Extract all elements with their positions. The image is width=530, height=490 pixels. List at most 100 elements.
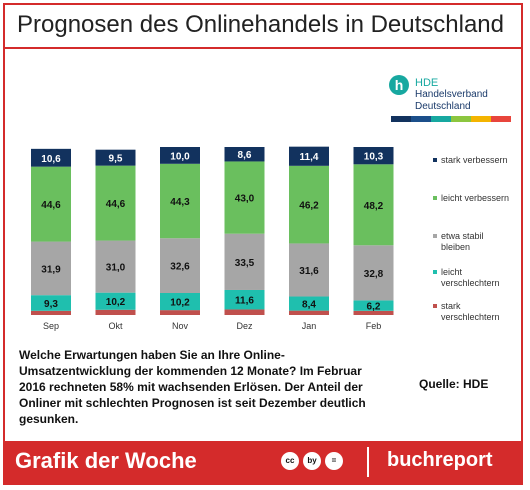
data-label-nov-3: 44,3 [170,197,190,208]
bar-segment-sep-2 [31,241,71,296]
data-label-jan-4: 11,4 [300,152,319,163]
legend-label-line: leicht [441,267,463,277]
x-tick-label: Feb [366,321,382,331]
bar-segment-dez-3 [224,161,265,234]
data-label-dez-3: 43,0 [235,194,255,205]
bar-segment-feb-0 [353,310,394,315]
x-tick-label: Okt [108,321,123,331]
footer-divider [367,447,369,477]
data-label-nov-1: 10,2 [170,298,190,309]
logo-color-stripe [391,116,511,122]
bar-segment-nov-4 [160,147,200,164]
data-label-feb-1: 6,2 [367,302,381,313]
by-icon[interactable]: by [303,452,321,470]
stripe-segment-5 [491,116,511,122]
bar-segment-nov-3 [160,163,200,239]
data-label-jan-3: 46,2 [299,201,319,212]
data-label-sep-4: 10,6 [41,154,61,165]
data-label-jan-1: 8,4 [302,300,316,311]
legend-label-line: verschlechtern [441,312,500,322]
legend-label-line: leicht verbessern [441,193,509,203]
bar-segment-feb-1 [353,300,394,311]
bar-segment-nov-1 [160,292,200,311]
data-label-sep-2: 31,9 [41,264,61,275]
bar-segment-dez-2 [224,233,265,290]
data-label-feb-3: 48,2 [364,201,384,212]
stripe-segment-1 [411,116,431,122]
data-label-dez-2: 33,5 [235,258,255,269]
hde-logo-line3: Deutschland [415,101,471,112]
bar-segment-sep-1 [31,295,71,311]
legend-label-2: etwa stabil bleiben [441,231,484,252]
x-tick-label: Jan [302,321,317,331]
bar-segment-sep-0 [31,310,71,315]
bar-segment-jan-0 [289,310,329,315]
bar-segment-nov-2 [160,238,200,293]
legend-label-0: stark verbessern [441,155,508,165]
bar-segment-sep-4 [31,148,71,167]
stripe-segment-4 [471,116,491,122]
data-label-nov-2: 32,6 [170,262,190,273]
license-icons: cc by = [281,452,343,470]
footer-title: Grafik der Woche [15,448,197,473]
bar-segment-dez-0 [224,309,265,315]
x-tick-label: Dez [236,321,253,331]
data-label-sep-3: 44,6 [41,200,61,211]
legend-swatch-2 [433,234,437,238]
title-divider [5,47,521,49]
x-tick-label: Nov [172,321,189,331]
data-label-dez-1: 11,6 [235,296,254,307]
bar-segment-okt-0 [95,309,136,315]
infographic-frame: Prognosen des Onlinehandels in Deutschla… [3,3,523,485]
bar-segment-okt-2 [95,240,136,293]
bar-segment-nov-0 [160,310,200,315]
bar-segment-feb-3 [353,164,394,246]
data-label-feb-2: 32,8 [364,269,384,280]
page-title: Prognosen des Onlinehandels in Deutschla… [17,11,504,38]
hde-logo-line2: Handelsverband [415,89,488,100]
bar-segment-jan-1 [289,296,329,311]
legend-swatch-0 [433,158,437,162]
bar-segment-jan-4 [289,146,329,166]
nd-icon[interactable]: = [325,452,343,470]
bar-segment-sep-3 [31,166,71,242]
bar-segment-jan-2 [289,243,329,297]
stripe-segment-0 [391,116,411,122]
legend-swatch-1 [433,196,437,200]
stacked-bar-chart: 9,3 31,9 44,6 10,6 Sep 10,2 31,0 44,6 9,5 Okt 10,2… [31,146,509,331]
hde-logo-text: HDE Handelsverband Deutschland [415,77,488,113]
legend-label-line: stark [441,301,461,311]
legend-swatch-4 [433,304,437,308]
footer-brand: buchreport [387,449,493,471]
hde-logo: h HDE Handelsverband Deutschland [389,75,509,115]
data-label-okt-3: 44,6 [106,199,126,210]
legend-label-line: bleiben [441,242,470,252]
bar-segment-okt-3 [95,165,136,241]
hde-logo-icon: h [389,75,409,95]
legend-label-4: stark verschlechtern [441,301,500,322]
bar-segment-jan-3 [289,165,329,244]
data-label-okt-4: 9,5 [109,154,123,165]
bar-segment-okt-1 [95,292,136,310]
stripe-segment-3 [451,116,471,122]
bar-segment-okt-4 [95,149,136,166]
cc-icon[interactable]: cc [281,452,299,470]
source-label: Quelle: HDE [419,377,489,391]
legend-label-line: etwa stabil [441,231,484,241]
bar-segment-feb-4 [353,147,394,165]
data-label-sep-1: 9,3 [44,299,58,310]
legend-label-line: stark verbessern [441,155,508,165]
legend-label-line: verschlechtern [441,278,500,288]
x-tick-label: Sep [43,321,59,331]
chart-caption: Welche Erwartungen haben Sie an Ihre Onl… [19,348,366,426]
bar-segment-dez-1 [224,289,265,310]
legend-label-1: leicht verbessern [441,193,509,203]
bar-segment-dez-4 [224,147,265,162]
hde-logo-line1: HDE [415,77,439,89]
footer-bar: Grafik der Woche cc by = buchreport [5,441,521,483]
data-label-okt-2: 31,0 [106,263,126,274]
data-label-jan-2: 31,6 [299,266,319,277]
legend-swatch-3 [433,270,437,274]
legend-label-3: leicht verschlechtern [441,267,500,288]
data-label-feb-4: 10,3 [364,152,384,163]
